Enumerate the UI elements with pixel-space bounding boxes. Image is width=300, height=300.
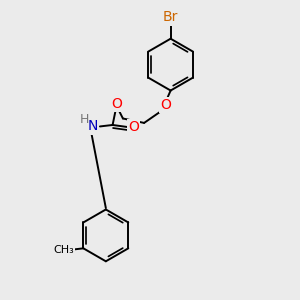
Text: CH₃: CH₃ (53, 245, 74, 255)
Text: N: N (87, 119, 98, 134)
Text: O: O (112, 97, 122, 111)
Text: O: O (160, 98, 171, 112)
Text: Br: Br (163, 11, 178, 25)
Text: H: H (80, 113, 89, 127)
Text: O: O (128, 120, 139, 134)
